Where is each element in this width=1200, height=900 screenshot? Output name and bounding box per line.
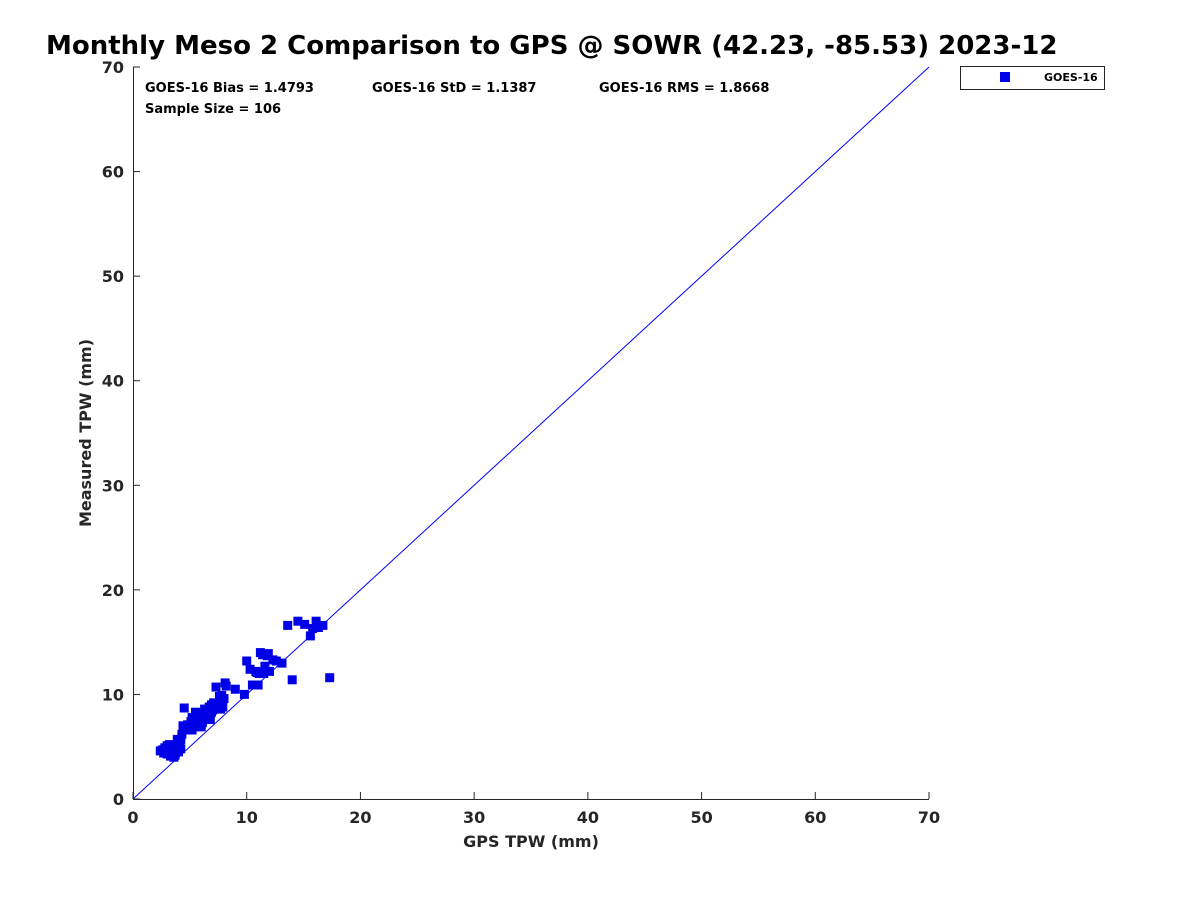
y-tick-label: 0 [113, 790, 124, 809]
x-tick-label: 20 [349, 808, 371, 827]
data-point [311, 616, 321, 626]
data-point [308, 624, 318, 633]
rms-stat: GOES-16 RMS = 1.8668 [599, 81, 769, 96]
data-point [271, 656, 281, 666]
data-point [169, 752, 179, 762]
x-tick-label: 0 [127, 808, 138, 827]
data-point [179, 703, 189, 713]
data-point [167, 745, 177, 755]
data-point [189, 721, 199, 731]
data-point [221, 681, 231, 691]
legend-label: GOES-16 [1044, 71, 1098, 84]
data-point [247, 680, 257, 690]
data-point [259, 669, 269, 678]
data-point [265, 666, 274, 676]
data-point [245, 664, 255, 674]
data-point [184, 722, 194, 732]
data-point [159, 748, 169, 758]
data-point [199, 715, 208, 724]
chart-title: Monthly Meso 2 Comparison to GPS @ SOWR … [46, 31, 1057, 61]
data-point [300, 619, 310, 629]
legend-box [960, 66, 1105, 90]
data-point [305, 631, 315, 641]
y-tick-label: 40 [102, 372, 124, 391]
std-stat: GOES-16 StD = 1.1387 [372, 81, 536, 96]
data-point [230, 684, 240, 694]
x-tick-label: 50 [690, 808, 712, 827]
data-point [242, 656, 252, 666]
y-tick-label: 60 [102, 163, 124, 182]
y-tick-label: 20 [102, 581, 124, 600]
data-point [211, 682, 221, 692]
sample-size-stat: Sample Size = 106 [145, 102, 281, 117]
x-tick-label: 10 [236, 808, 258, 827]
data-point [258, 650, 268, 660]
y-axis-label: Measured TPW (mm) [76, 339, 95, 527]
data-point [217, 691, 227, 700]
y-tick-label: 50 [102, 267, 124, 286]
data-point [239, 689, 249, 699]
data-point [287, 675, 297, 685]
data-point [218, 702, 228, 712]
legend: GOES-16 [960, 66, 1105, 90]
data-point [318, 620, 328, 630]
data-point [172, 734, 182, 744]
bias-stat: GOES-16 Bias = 1.4793 [145, 81, 314, 96]
data-points-layer [155, 616, 335, 762]
legend-marker [1000, 72, 1010, 82]
y-tick-label: 10 [102, 685, 124, 704]
data-point [325, 673, 335, 683]
x-tick-label: 40 [577, 808, 599, 827]
y-tick-label: 70 [102, 58, 124, 77]
data-point [207, 707, 216, 717]
y-tick-label: 30 [102, 476, 124, 495]
data-point [293, 616, 303, 626]
data-point [283, 620, 293, 630]
data-point [252, 668, 262, 677]
x-tick-label: 70 [918, 808, 940, 827]
y-ticks: 0 10 20 30 40 50 60 70 [102, 58, 140, 809]
data-point [175, 740, 185, 750]
x-tick-label: 30 [463, 808, 485, 827]
data-point [192, 710, 202, 720]
data-point [253, 680, 263, 690]
data-point [277, 658, 287, 668]
data-point [263, 649, 273, 659]
x-tick-label: 60 [804, 808, 826, 827]
x-axis-label: GPS TPW (mm) [463, 832, 599, 851]
data-point [187, 712, 197, 722]
data-point [260, 661, 270, 671]
x-ticks: 0 10 20 30 40 50 60 70 [127, 792, 940, 827]
